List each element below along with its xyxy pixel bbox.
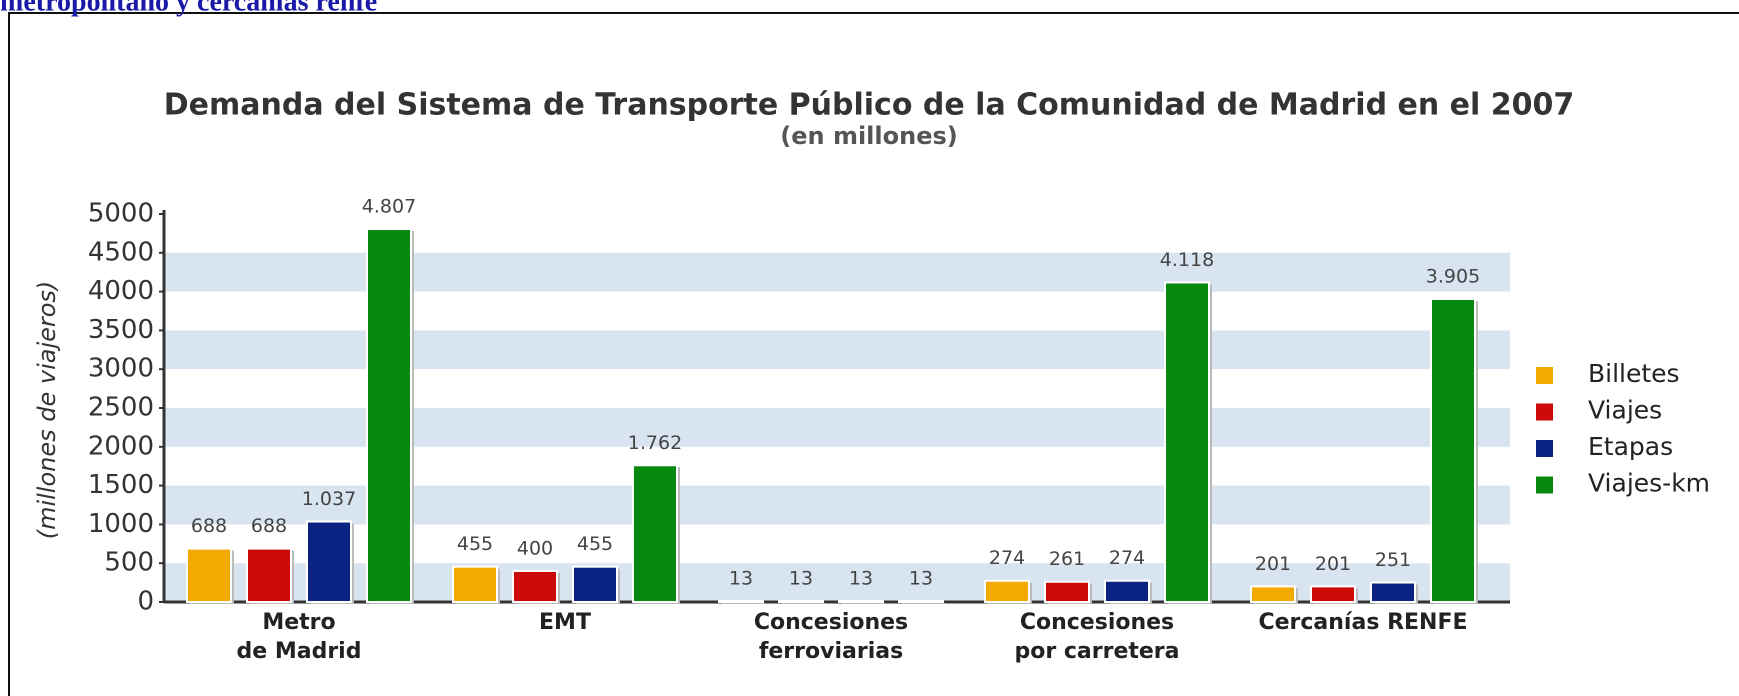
value-label: 4.118 [1160,249,1214,271]
bar-shadow [902,602,946,604]
bar [1104,579,1150,604]
value-label: 455 [457,533,493,555]
legend-swatch [1536,440,1553,457]
bar [306,520,352,604]
y-axis-label: (millones de viajeros) [33,281,61,540]
value-label: 1.762 [628,432,682,454]
bar [838,599,884,604]
value-label: 455 [577,533,613,555]
value-label: 4.807 [362,195,416,217]
value-label: 1.037 [302,488,356,510]
value-label: 274 [989,547,1025,569]
x-tick-label: EMT [539,610,591,635]
page-caption: metropolitano y cercanías renfe [0,0,377,17]
legend-label: Viajes-km [1588,469,1710,498]
grid-band [164,563,1510,602]
bar [1250,585,1296,604]
chart-title: Demanda del Sistema de Transporte Públic… [164,88,1574,123]
bar [186,547,232,604]
value-label: 201 [1315,553,1351,575]
bar-shadow [842,602,886,604]
bar [512,569,558,604]
bar [718,599,764,604]
x-tick-label: Metro de Madrid [237,610,362,664]
value-label: 3.905 [1426,265,1480,287]
grid-band [164,485,1510,525]
bar-shadow [782,602,826,604]
bar [452,565,498,604]
y-tick-label: 3000 [88,354,154,384]
bar-shadow [722,602,766,604]
x-tick-label: Cercanías RENFE [1258,610,1467,635]
y-tick-label: 500 [104,548,154,578]
bar [366,227,412,603]
legend-label: Viajes [1588,396,1662,425]
bar [1044,580,1090,603]
bar [1370,581,1416,603]
value-label: 274 [1109,547,1145,569]
value-label: 13 [729,567,753,589]
chart-subtitle: (en millones) [780,122,957,150]
y-tick-label: 0 [137,587,154,617]
value-label: 688 [251,515,287,537]
bar [898,599,944,604]
y-tick-label: 1000 [88,509,154,539]
value-label: 13 [909,567,933,589]
y-tick-label: 1500 [88,470,154,500]
legend-swatch [1536,476,1553,494]
value-label: 261 [1049,548,1085,570]
value-label: 13 [789,567,813,589]
bar [778,599,824,604]
bar [984,579,1030,604]
legend-swatch [1536,403,1553,421]
bar [246,547,292,604]
value-label: 251 [1375,549,1411,571]
grid-band [164,330,1510,370]
value-label: 688 [191,515,227,537]
y-tick-label: 4000 [88,276,154,306]
y-tick-label: 5000 [88,199,154,229]
y-tick-label: 2500 [88,393,154,423]
value-label: 400 [517,537,553,559]
y-tick-label: 3500 [88,315,154,345]
value-label: 13 [849,567,873,589]
bar [572,565,618,604]
legend-label: Billetes [1588,359,1680,388]
grid-band [164,408,1510,447]
bar [1164,281,1210,603]
x-tick-label: Concesiones por carretera [1014,610,1179,664]
y-tick-label: 2000 [88,431,154,461]
x-tick-label: Concesiones ferroviarias [754,610,908,664]
legend-label: Etapas [1588,432,1673,461]
y-tick-label: 4500 [88,237,154,267]
legend-swatch [1536,367,1553,384]
bar [1310,585,1356,604]
bar [632,464,678,603]
bar [1430,297,1476,603]
grid-band [164,252,1510,292]
value-label: 201 [1255,553,1291,575]
